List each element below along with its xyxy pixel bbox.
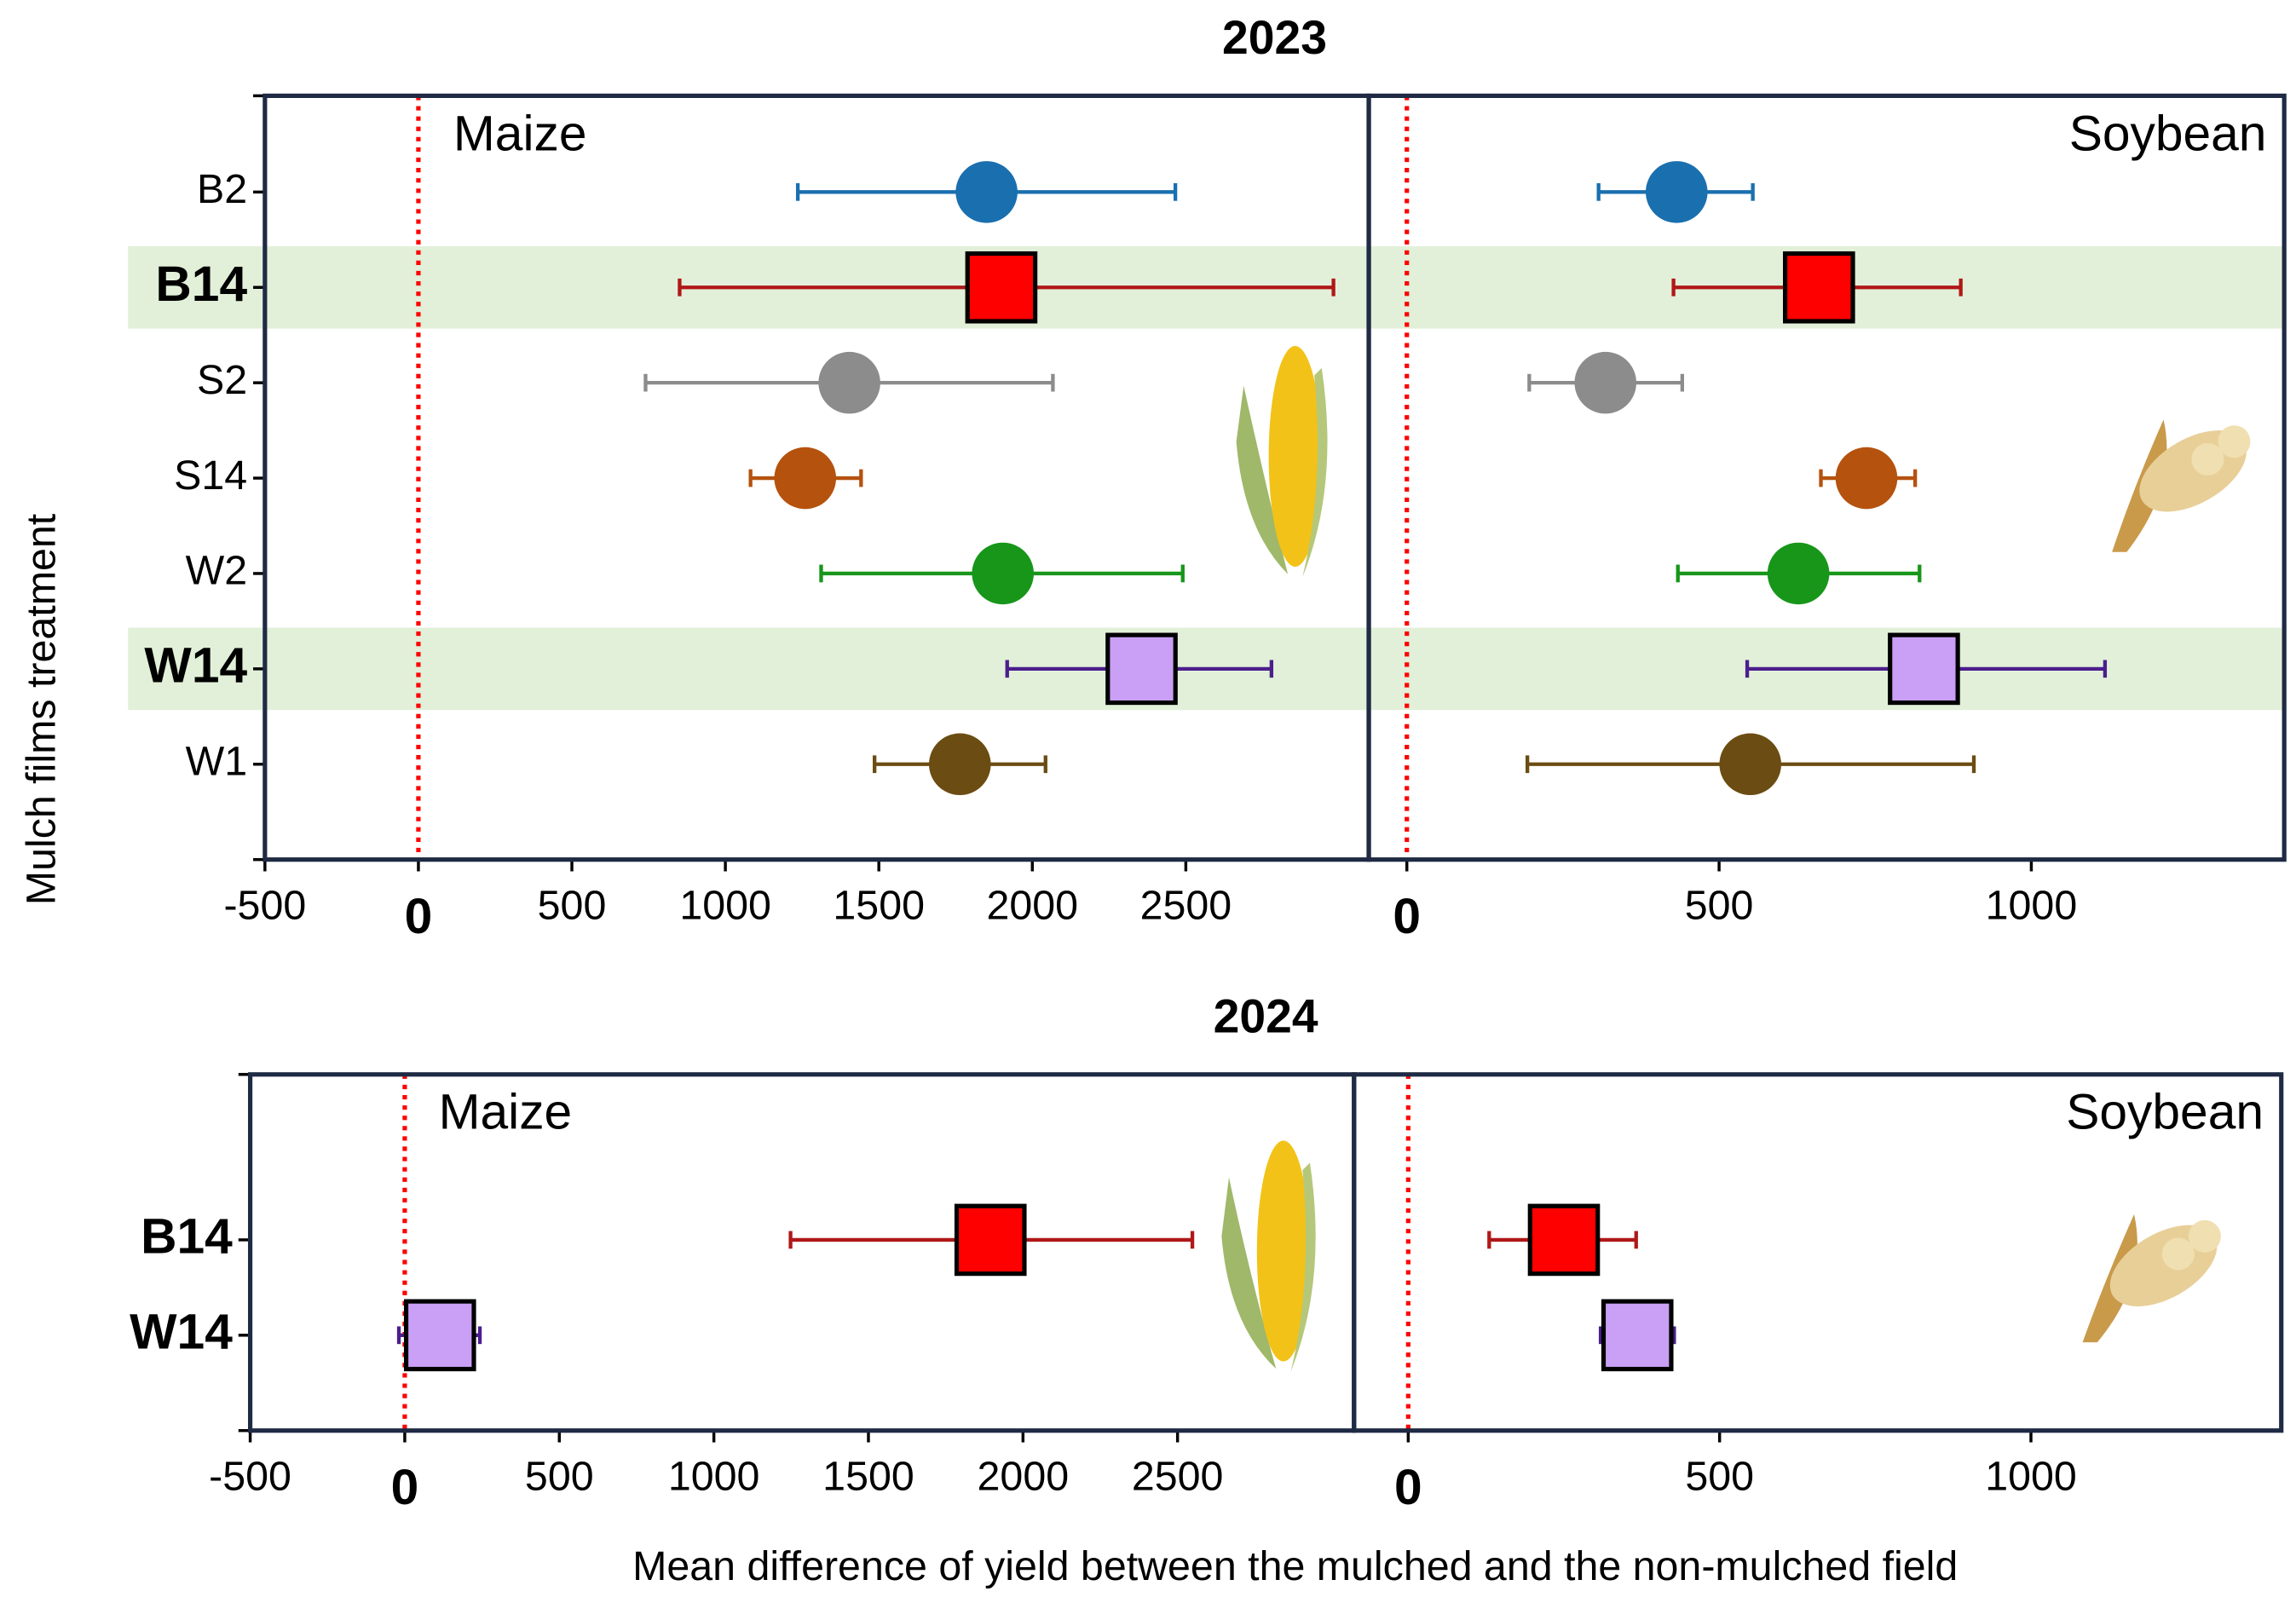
point-marker <box>774 447 837 510</box>
background-layer <box>128 245 2285 711</box>
x-tick-label: 1000 <box>679 882 771 928</box>
x-tick-label: 500 <box>1685 1453 1754 1499</box>
x-tick-label: 0 <box>1393 889 1421 944</box>
panel-label: Soybean <box>2069 106 2267 161</box>
x-tick-label: 1000 <box>1985 1453 2077 1499</box>
y-tick-label: W14 <box>130 1304 233 1359</box>
panel-frame <box>247 1072 1357 1433</box>
x-tick-label: 2000 <box>987 882 1079 928</box>
y-axis-label: Mulch films treatment <box>19 513 65 905</box>
x-tick-label: 1000 <box>1986 882 2078 928</box>
y-tick-label: B2 <box>197 166 247 212</box>
x-tick-label: 500 <box>525 1453 594 1499</box>
x-tick-label: 2000 <box>978 1453 1070 1499</box>
x-tick-label: 500 <box>538 882 607 928</box>
point-marker <box>818 351 880 414</box>
x-tick-label: 1000 <box>668 1453 760 1499</box>
point-marker <box>955 161 1018 223</box>
x-tick-label: 2500 <box>1140 882 1232 928</box>
chart-title: 2024 <box>1214 989 1318 1042</box>
x-tick-label: 0 <box>405 889 433 944</box>
panel-label: Maize <box>453 106 587 161</box>
panel-frame <box>1366 93 2287 862</box>
point-marker <box>1527 1203 1601 1277</box>
y-tick-label: S2 <box>197 357 247 403</box>
panel-label: Soybean <box>2066 1085 2264 1140</box>
point-marker <box>1835 447 1898 510</box>
y-tick-label: W2 <box>186 548 248 594</box>
point-marker <box>1601 1299 1674 1372</box>
point-marker <box>1645 161 1708 223</box>
y-tick-label: S14 <box>174 453 247 499</box>
point-marker <box>403 1299 476 1372</box>
point-marker <box>1783 251 1855 324</box>
x-tick-label: 2500 <box>1132 1453 1224 1499</box>
point-marker <box>1719 733 1781 796</box>
x-tick-label: 500 <box>1685 882 1754 928</box>
x-tick-label: -500 <box>209 1453 291 1499</box>
y-tick-label: W1 <box>186 739 248 785</box>
point-marker <box>972 542 1034 605</box>
soybean-illustration <box>2112 419 2251 552</box>
chart-title: 2023 <box>1222 11 1327 64</box>
panel-frame <box>1352 1072 2284 1433</box>
x-tick-label: 1500 <box>822 1453 914 1499</box>
y-tick-label: W14 <box>144 637 247 693</box>
point-marker <box>1767 542 1830 605</box>
soybean-illustration <box>2082 1214 2221 1343</box>
x-tick-label: 0 <box>1394 1460 1422 1515</box>
corn-illustration <box>1236 345 1328 578</box>
point-marker <box>954 1203 1027 1277</box>
x-axis-label: Mean difference of yield between the mul… <box>632 1543 1958 1589</box>
corn-illustration <box>1221 1140 1316 1372</box>
point-marker <box>1574 351 1636 414</box>
y-tick-label: B14 <box>141 1208 233 1264</box>
point-marker <box>1105 632 1178 706</box>
y-tick-label: B14 <box>155 257 247 312</box>
point-marker <box>929 733 991 796</box>
x-tick-label: 0 <box>391 1460 419 1515</box>
x-tick-label: -500 <box>223 882 306 928</box>
point-marker <box>1888 632 1960 706</box>
panel-label: Maize <box>439 1085 573 1140</box>
x-tick-label: 1500 <box>833 882 925 928</box>
point-marker <box>965 251 1038 324</box>
